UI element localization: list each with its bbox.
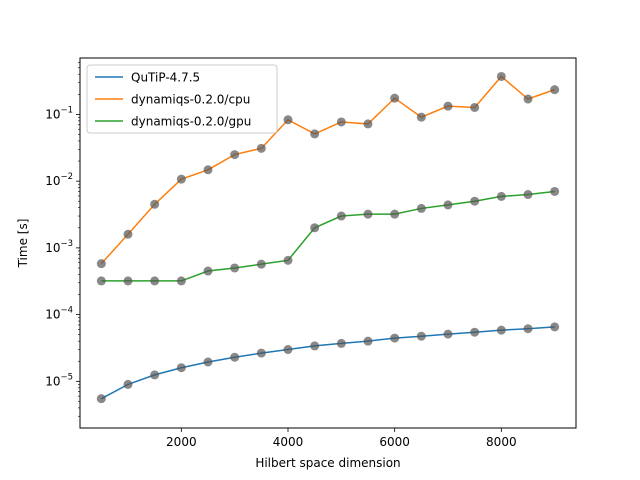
data-point-s3-2 bbox=[123, 276, 133, 286]
data-point-s3-11 bbox=[363, 209, 373, 219]
y-tick-label-1: 10−5 bbox=[45, 372, 73, 388]
data-point-s2-18 bbox=[550, 85, 560, 95]
series-line-2 bbox=[100, 75, 555, 265]
data-point-s1-14 bbox=[443, 329, 453, 339]
data-point-s3-15 bbox=[470, 196, 480, 206]
data-point-s3-18 bbox=[550, 186, 560, 196]
legend-label-3: dynamiqs-0.2.0/gpu bbox=[131, 115, 251, 129]
y-tick-label-2: 10−4 bbox=[45, 306, 73, 322]
data-point-s1-4 bbox=[176, 363, 186, 373]
data-point-s2-15 bbox=[470, 102, 480, 112]
data-point-s3-10 bbox=[336, 211, 346, 221]
data-point-s1-16 bbox=[496, 325, 506, 335]
data-point-s1-1 bbox=[96, 394, 106, 404]
x-tick-label-1: 2000 bbox=[166, 435, 197, 449]
data-point-s2-1 bbox=[96, 259, 106, 269]
data-point-s2-13 bbox=[416, 112, 426, 122]
data-point-s2-3 bbox=[150, 199, 160, 209]
legend-label-1: QuTiP-4.7.5 bbox=[131, 71, 200, 85]
data-point-s1-18 bbox=[550, 322, 560, 332]
data-point-s2-17 bbox=[523, 94, 533, 104]
data-point-s2-4 bbox=[176, 174, 186, 184]
data-point-s1-3 bbox=[150, 370, 160, 380]
data-point-s3-12 bbox=[390, 209, 400, 219]
legend-box bbox=[86, 64, 278, 134]
data-point-s1-13 bbox=[416, 331, 426, 341]
data-point-s2-10 bbox=[336, 117, 346, 127]
data-point-s2-5 bbox=[203, 165, 213, 175]
data-point-s3-1 bbox=[96, 276, 106, 286]
data-point-s2-2 bbox=[123, 229, 133, 239]
data-point-s1-6 bbox=[230, 352, 240, 362]
data-point-s1-5 bbox=[203, 357, 213, 367]
x-axis-label: Hilbert space dimension bbox=[255, 456, 400, 470]
data-point-s1-7 bbox=[256, 348, 266, 358]
x-tick-label-2: 4000 bbox=[273, 435, 304, 449]
data-point-s1-17 bbox=[523, 324, 533, 334]
data-point-s2-8 bbox=[283, 115, 293, 125]
plot-area bbox=[96, 71, 560, 404]
data-point-s3-17 bbox=[523, 190, 533, 200]
data-point-s2-6 bbox=[230, 150, 240, 160]
data-point-s3-16 bbox=[496, 191, 506, 201]
axes-frame bbox=[79, 57, 577, 429]
data-point-s2-16 bbox=[496, 71, 506, 81]
data-point-s3-9 bbox=[310, 223, 320, 233]
data-point-s3-4 bbox=[176, 276, 186, 286]
data-point-s1-15 bbox=[470, 327, 480, 337]
data-point-s3-8 bbox=[283, 255, 293, 265]
data-point-s2-12 bbox=[390, 93, 400, 103]
data-point-s2-11 bbox=[363, 119, 373, 129]
data-point-s3-3 bbox=[150, 276, 160, 286]
y-tick-label-4: 10−2 bbox=[45, 172, 73, 188]
data-point-s1-2 bbox=[123, 379, 133, 389]
legend-label-2: dynamiqs-0.2.0/cpu bbox=[131, 93, 250, 107]
legend: QuTiP-4.7.5 dynamiqs-0.2.0/cpu dynamiqs-0.… bbox=[86, 64, 278, 134]
data-point-s1-8 bbox=[283, 345, 293, 355]
data-point-s2-14 bbox=[443, 101, 453, 111]
data-point-s1-10 bbox=[336, 338, 346, 348]
data-point-s1-11 bbox=[363, 336, 373, 346]
data-point-s2-7 bbox=[256, 143, 266, 153]
y-axis-label: Time [s] bbox=[16, 219, 30, 269]
axis-ticks: 2000 4000 6000 8000 10−5 10−4 10−3 10−2 10−1 bbox=[45, 62, 517, 449]
x-tick-label-4: 8000 bbox=[486, 435, 517, 449]
data-point-s3-14 bbox=[443, 200, 453, 210]
data-point-s3-5 bbox=[203, 266, 213, 276]
y-tick-label-3: 10−3 bbox=[45, 239, 73, 255]
data-point-s1-12 bbox=[390, 333, 400, 343]
data-point-s2-9 bbox=[310, 129, 320, 139]
data-point-s1-9 bbox=[310, 341, 320, 351]
data-point-s3-7 bbox=[256, 259, 266, 269]
data-point-s3-6 bbox=[230, 263, 240, 273]
y-tick-label-5: 10−1 bbox=[45, 105, 73, 121]
data-point-s3-13 bbox=[416, 203, 426, 213]
x-tick-label-3: 6000 bbox=[379, 435, 410, 449]
